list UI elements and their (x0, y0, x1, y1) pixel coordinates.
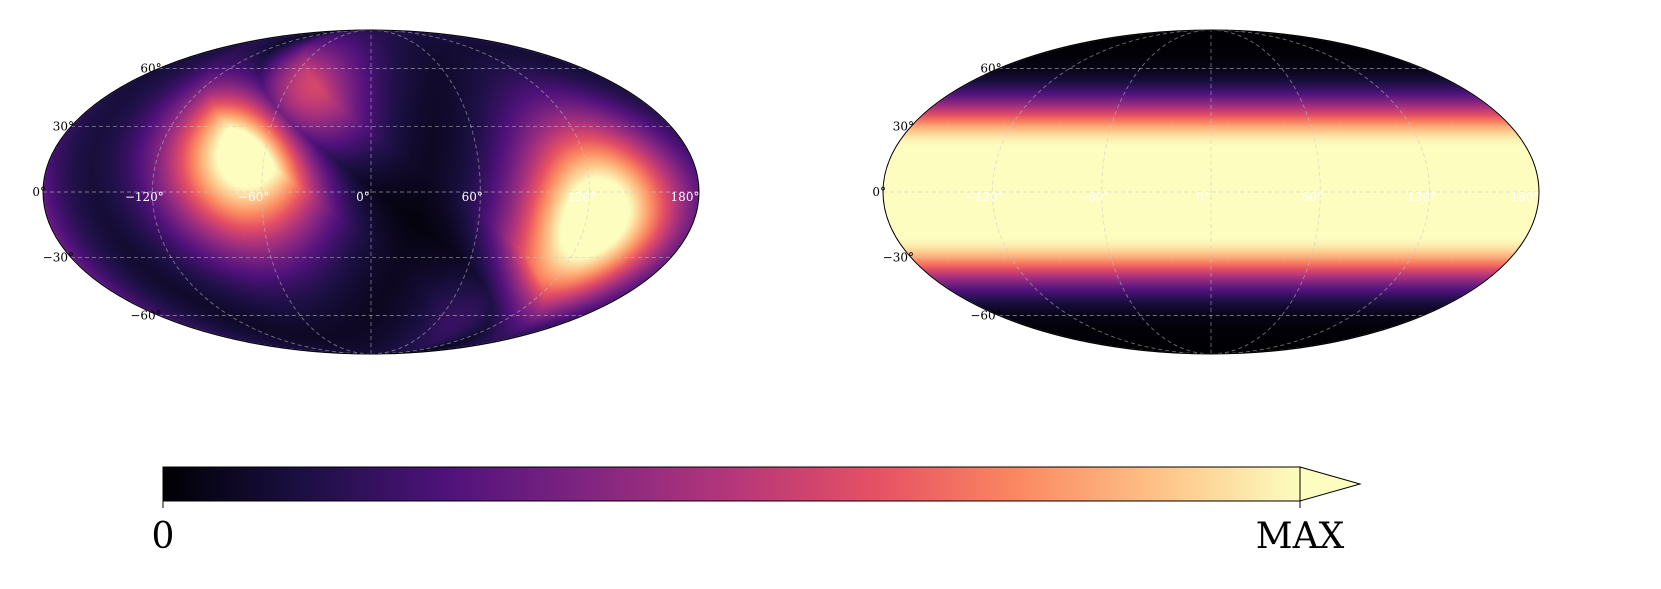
right-map-tick-labels: −120° −60° 0° 60° 120° 180° −60° −30° 0° 30° 60° (872, 62, 1539, 323)
latitude-tick-label: 30° (893, 120, 914, 134)
latitude-tick-label: −30° (883, 250, 914, 264)
latitude-tick-label: 60° (140, 62, 161, 76)
longitude-tick-label: 180° (1511, 190, 1540, 204)
left-sky-map: −120° −60° 0° 60° 120° 180° −60° −30° 0° 30° 60° (32, 29, 700, 355)
longitude-tick-label: 0° (1196, 190, 1210, 204)
latitude-tick-label: 0° (32, 185, 46, 199)
longitude-tick-label: 60° (1302, 190, 1323, 204)
longitude-tick-label: −120° (965, 190, 1004, 204)
longitude-tick-label: −60° (1078, 190, 1109, 204)
colorbar: 0 MAX (152, 466, 1362, 557)
longitude-tick-label: 60° (462, 190, 483, 204)
latitude-tick-label: 0° (872, 185, 886, 199)
colorbar-extend-arrow (1299, 466, 1362, 502)
colorbar-gradient (163, 467, 1300, 501)
colorbar-outline (162, 466, 1300, 502)
colorbar-max-label: MAX (1256, 516, 1345, 557)
colorbar-min-label: 0 (152, 516, 175, 557)
longitude-tick-label: 0° (356, 190, 370, 204)
right-map-border (882, 29, 1540, 355)
latitude-tick-label: −30° (43, 250, 74, 264)
latitude-tick-label: 60° (980, 62, 1001, 76)
longitude-tick-label: 120° (567, 190, 596, 204)
latitude-tick-label: −60° (130, 309, 161, 323)
longitude-tick-label: 120° (1407, 190, 1436, 204)
longitude-tick-label: −120° (125, 190, 164, 204)
latitude-tick-label: −60° (970, 309, 1001, 323)
latitude-tick-label: 30° (53, 120, 74, 134)
left-map-border (42, 29, 700, 355)
longitude-tick-label: 180° (671, 190, 700, 204)
right-sky-map: −120° −60° 0° 60° 120° 180° −60° −30° 0° 30° 60° (872, 29, 1540, 355)
left-map-tick-labels: −120° −60° 0° 60° 120° 180° −60° −30° 0° 30° 60° (32, 62, 699, 323)
longitude-tick-label: −60° (238, 190, 269, 204)
